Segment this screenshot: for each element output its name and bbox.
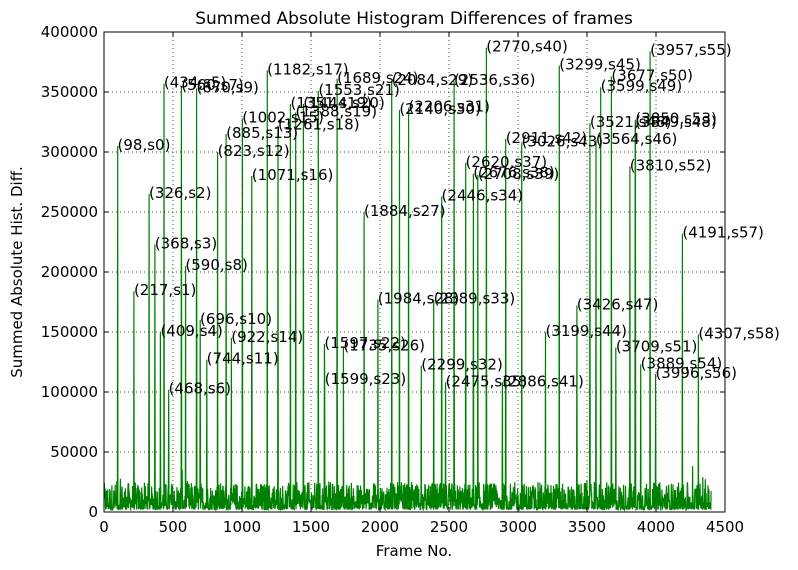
x-tick-label: 2000 xyxy=(361,518,399,536)
x-tick-label: 4000 xyxy=(637,518,675,536)
y-tick-label: 200000 xyxy=(41,263,98,281)
peak-label: (1597,s22) xyxy=(324,334,406,352)
peak-label: (2770,s40) xyxy=(486,38,568,56)
peak-label: (1071,s16) xyxy=(252,166,334,184)
peak-label: (3849,s48) xyxy=(635,113,717,131)
series-line xyxy=(103,47,712,512)
peak-label: (3810,s52) xyxy=(630,156,712,174)
peak-label: (3709,s51) xyxy=(616,338,698,356)
peak-label: (2299,s32) xyxy=(421,356,503,374)
peak-label: (2911,s42) xyxy=(506,129,588,147)
peak-label: (1351,s19) xyxy=(290,94,372,112)
peak-label: (2886,s41) xyxy=(502,372,584,390)
peak-label: (3996,s56) xyxy=(655,364,737,382)
peak-label: (3599,s49) xyxy=(601,77,683,95)
peak-label: (3299,s45) xyxy=(559,56,641,74)
peak-label: (368,s3) xyxy=(155,234,217,252)
x-tick-label: 1000 xyxy=(223,518,261,536)
data-series xyxy=(103,47,712,512)
y-tick-label: 300000 xyxy=(41,143,98,161)
chart-title: Summed Absolute Histogram Differences of… xyxy=(195,9,633,29)
peak-label: (3889,s54) xyxy=(641,354,723,372)
peak-label: (696,s10) xyxy=(200,310,272,328)
y-tick-label: 150000 xyxy=(41,323,98,341)
y-tick-label: 350000 xyxy=(41,83,98,101)
peak-label: (1002,s15) xyxy=(242,108,324,126)
peak-label: (670,s9) xyxy=(196,78,258,96)
x-tick-label: 2500 xyxy=(430,518,468,536)
x-tick-label: 0 xyxy=(99,518,109,536)
peak-annotations: (98,s0)(217,s1)(326,s2)(368,s3)(409,s4)(… xyxy=(118,38,780,398)
peak-label: (2536,s36) xyxy=(454,71,536,89)
y-tick-label: 0 xyxy=(88,503,98,521)
peak-label: (2708,s39) xyxy=(478,165,560,183)
peak-label: (823,s12) xyxy=(218,142,290,160)
peak-label: (2676,s38) xyxy=(473,164,555,182)
x-tick-label: 3500 xyxy=(568,518,606,536)
x-tick-label: 4500 xyxy=(706,518,744,536)
peak-label: (1599,s23) xyxy=(325,370,407,388)
peak-label: (217,s1) xyxy=(134,281,196,299)
x-tick-label: 3000 xyxy=(499,518,537,536)
peak-label: (4191,s57) xyxy=(682,224,764,242)
peak-label: (3957,s55) xyxy=(650,41,732,59)
peak-label: (434,s5) xyxy=(164,74,226,92)
peak-label: (3199,s44) xyxy=(545,322,627,340)
peak-label: (590,s8) xyxy=(185,256,247,274)
peak-label: (2389,s33) xyxy=(434,290,516,308)
peak-label: (560,s7) xyxy=(181,76,243,94)
peak-label: (1735,s26) xyxy=(343,336,425,354)
peak-label: (922,s14) xyxy=(231,328,303,346)
y-tick-label: 400000 xyxy=(41,23,98,41)
peak-label: (744,s11) xyxy=(207,350,279,368)
peak-label: (3564,s46) xyxy=(596,130,678,148)
x-tick-label: 500 xyxy=(159,518,188,536)
axis-ticks: 0 500 1000 1500 2000 2500 3000 3500 4000 4500 0 500… xyxy=(41,23,744,536)
peak-label: (3850,s53) xyxy=(635,110,717,128)
peak-label: (2140,s30) xyxy=(399,100,481,118)
peak-label: (3426,s47) xyxy=(577,296,659,314)
peak-label: (98,s0) xyxy=(118,136,171,154)
peak-label: (468,s6) xyxy=(169,380,231,398)
peak-label: (1689,s24) xyxy=(337,69,419,87)
peak-label: (409,s4) xyxy=(160,322,222,340)
peak-label: (1182,s17) xyxy=(267,60,349,78)
y-tick-label: 100000 xyxy=(41,383,98,401)
peak-label: (885,s13) xyxy=(226,124,298,142)
x-axis-label: Frame No. xyxy=(376,542,452,560)
peak-label: (1444,s20) xyxy=(303,94,385,112)
y-tick-label: 50000 xyxy=(50,443,98,461)
peak-label: (3677,s50) xyxy=(611,66,693,84)
peak-label: (326,s2) xyxy=(149,184,211,202)
peak-label: (4307,s58) xyxy=(698,324,780,342)
y-axis-label: Summed Absolute Hist. Diff. xyxy=(8,166,26,378)
peak-label: (1884,s27) xyxy=(364,202,446,220)
peak-label: (3026,s43) xyxy=(522,132,604,150)
peak-label: (1553,s21) xyxy=(318,81,400,99)
peak-label: (1261,s18) xyxy=(278,116,360,134)
y-tick-label: 250000 xyxy=(41,203,98,221)
peak-label: (2475,s35) xyxy=(446,372,528,390)
x-tick-label: 1500 xyxy=(292,518,330,536)
peak-label: (1984,s28) xyxy=(378,290,460,308)
peak-label: (1388,s19) xyxy=(296,102,378,120)
peak-label: (2446,s34) xyxy=(442,186,524,204)
peak-label: (2084,s29) xyxy=(392,71,474,89)
peak-label: (2620,s37) xyxy=(466,153,548,171)
peak-label: (3521,s48) xyxy=(590,113,672,131)
peak-label: (2206,s31) xyxy=(408,98,490,116)
